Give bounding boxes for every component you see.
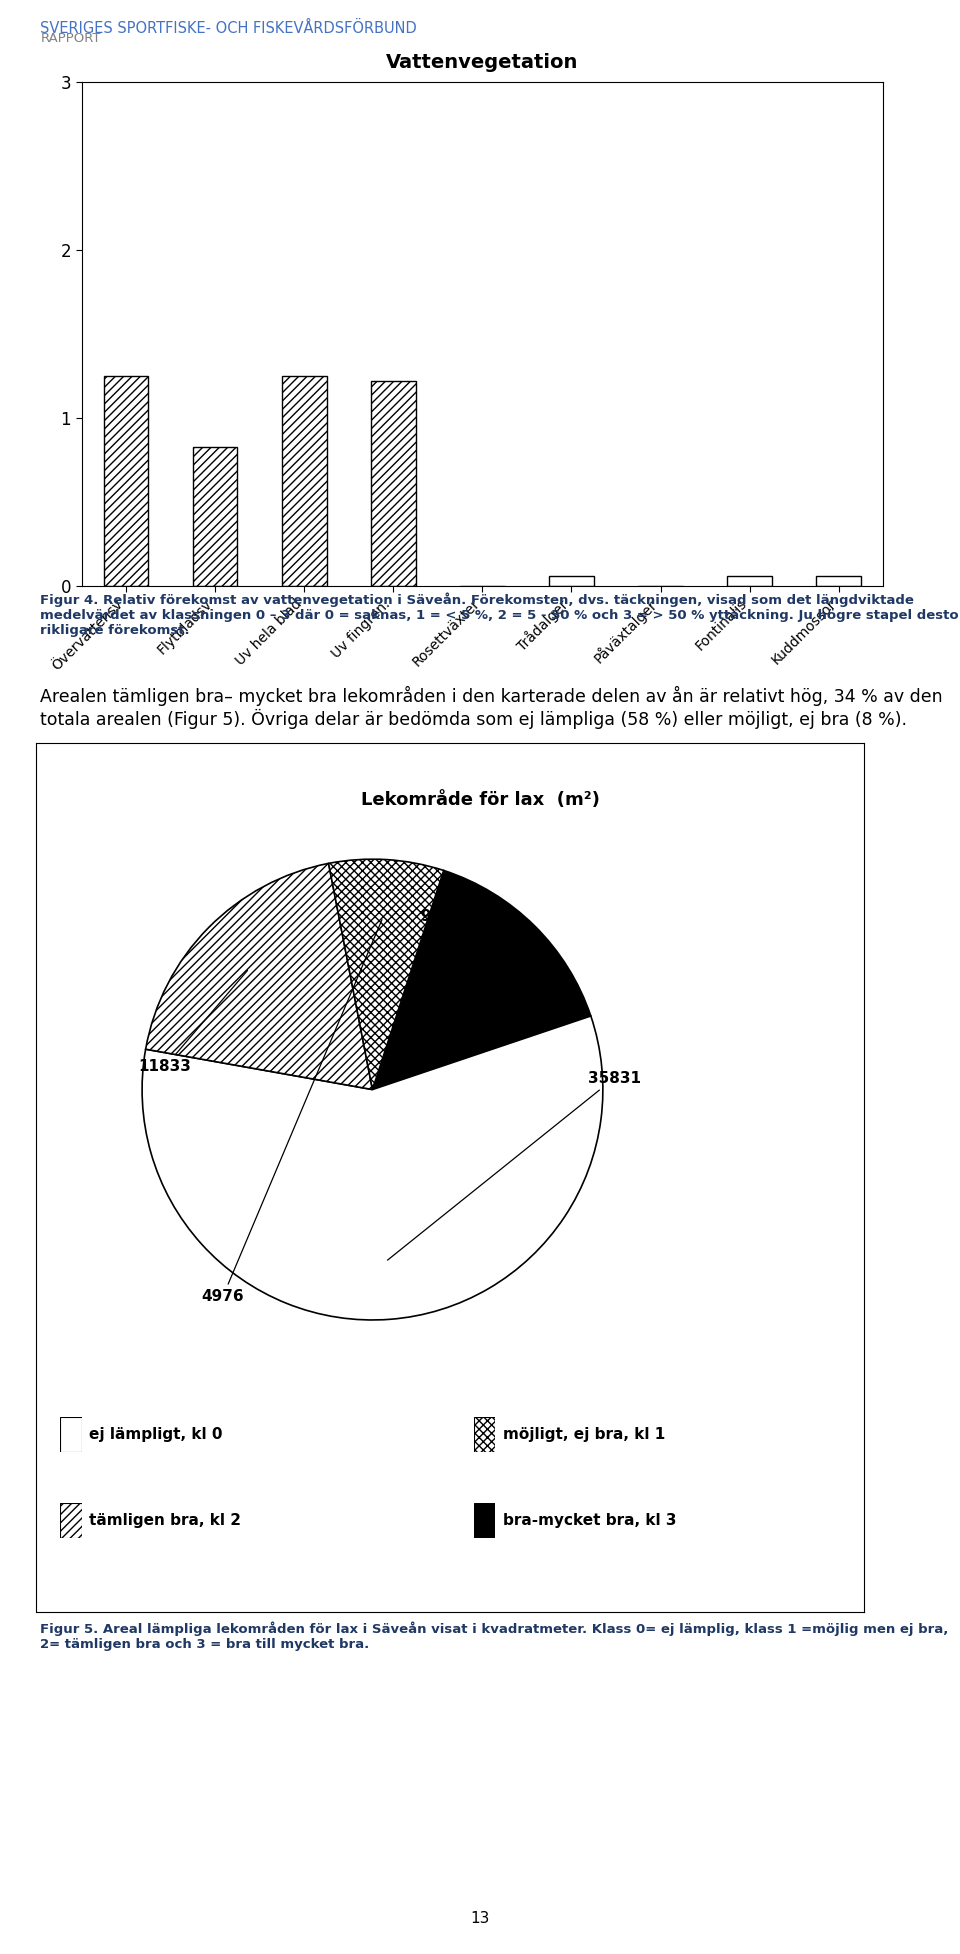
Title: Vattenvegetation: Vattenvegetation <box>386 53 579 72</box>
Bar <box>728 576 772 586</box>
Text: SVERIGES SPORTFISKE- OCH FISKEVÅRDSFÖRBUND: SVERIGES SPORTFISKE- OCH FISKEVÅRDSFÖRBU… <box>40 20 417 35</box>
Wedge shape <box>142 1016 603 1321</box>
Wedge shape <box>372 870 590 1090</box>
Bar <box>816 576 861 586</box>
Text: Figur 4. Relativ förekomst av vattenvegetation i Säveån. Förekomsten, dvs. täckn: Figur 4. Relativ förekomst av vattenvege… <box>40 592 959 637</box>
Bar <box>193 447 237 586</box>
Text: RAPPORT: RAPPORT <box>40 31 101 45</box>
Bar <box>282 375 326 586</box>
Text: ej lämpligt, kl 0: ej lämpligt, kl 0 <box>89 1426 223 1442</box>
Text: Arealen tämligen bra– mycket bra lekområden i den karterade delen av ån är relat: Arealen tämligen bra– mycket bra lekområ… <box>40 686 943 729</box>
Text: 35831: 35831 <box>388 1071 641 1260</box>
Text: 4976: 4976 <box>202 920 382 1305</box>
Bar <box>549 576 593 586</box>
Text: tämligen bra, kl 2: tämligen bra, kl 2 <box>89 1512 241 1528</box>
Text: 9164: 9164 <box>420 909 492 965</box>
Text: Lekområde för lax  (m²): Lekområde för lax (m²) <box>361 791 599 809</box>
Text: bra-mycket bra, kl 3: bra-mycket bra, kl 3 <box>503 1512 677 1528</box>
Text: Figur 5. Areal lämpliga lekområden för lax i Säveån visat i kvadratmeter. Klass : Figur 5. Areal lämpliga lekområden för l… <box>40 1622 948 1651</box>
Wedge shape <box>146 864 372 1090</box>
Text: 13: 13 <box>470 1911 490 1927</box>
Bar <box>104 375 149 586</box>
Text: 11833: 11833 <box>138 971 248 1075</box>
Bar <box>372 381 416 586</box>
Text: möjligt, ej bra, kl 1: möjligt, ej bra, kl 1 <box>503 1426 665 1442</box>
Wedge shape <box>328 860 444 1090</box>
